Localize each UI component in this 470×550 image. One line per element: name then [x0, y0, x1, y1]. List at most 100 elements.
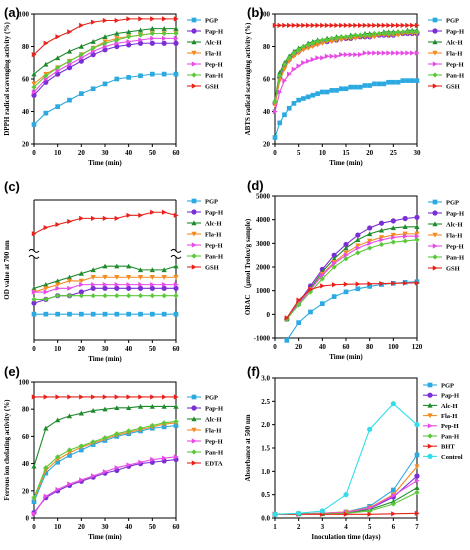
data-point: [308, 286, 314, 293]
data-point: [367, 245, 373, 251]
data-point: [138, 282, 144, 288]
data-point: [149, 26, 155, 31]
data-point: [43, 282, 49, 287]
data-point: [173, 212, 179, 218]
legend-marker: [427, 382, 433, 388]
x-tick-label: 50: [149, 345, 157, 353]
series-pan-h: [31, 293, 179, 302]
data-point: [66, 274, 73, 280]
x-tick-label: 30: [102, 345, 110, 353]
series-pgp: [272, 78, 420, 140]
legend-label: Pap-H: [446, 210, 464, 217]
data-point: [114, 215, 120, 221]
data-point: [149, 40, 155, 46]
data-point: [284, 315, 290, 321]
data-point: [78, 289, 84, 295]
data-point: [291, 22, 297, 28]
legend-label: Fla-H: [446, 232, 462, 239]
data-point: [353, 84, 358, 90]
data-point: [66, 413, 73, 419]
data-point: [66, 447, 73, 453]
legend-marker: [427, 402, 433, 408]
series-line: [286, 282, 418, 319]
legend-marker: [432, 28, 438, 34]
legend-marker: [191, 460, 197, 466]
panel-letter: (e): [4, 364, 20, 379]
x-axis-title: Time (min): [329, 353, 363, 361]
y-axis-title: ABTS radical scavenging activity (%): [244, 22, 252, 135]
series-alc-h: [284, 224, 420, 322]
data-point: [343, 241, 349, 248]
data-point: [286, 105, 292, 111]
data-point: [324, 53, 330, 59]
data-point: [114, 465, 120, 471]
legend-label: Pan-H: [446, 254, 464, 261]
data-point: [367, 511, 373, 517]
data-point: [284, 338, 290, 343]
data-point: [291, 54, 297, 59]
series-line: [274, 466, 418, 515]
data-point: [296, 320, 302, 325]
panel-letter: (b): [247, 5, 264, 20]
data-point: [149, 422, 155, 429]
panel-letter: (d): [247, 178, 264, 193]
legend-label: GSH: [205, 264, 219, 271]
data-point: [149, 267, 155, 273]
data-point: [286, 55, 292, 61]
data-point: [395, 50, 401, 56]
x-tick-label: 10: [319, 149, 327, 157]
x-tick-label: 3: [321, 523, 325, 531]
data-point: [43, 493, 49, 499]
y-tick-label: 0: [267, 311, 271, 319]
data-point: [90, 39, 96, 44]
panel-letter: (a): [4, 5, 20, 20]
data-point: [331, 252, 337, 258]
data-point: [138, 37, 144, 43]
data-point: [126, 285, 132, 291]
data-point: [315, 91, 320, 96]
data-point: [414, 224, 420, 229]
legend-label: Alc-H: [205, 220, 222, 227]
data-point: [173, 418, 179, 425]
x-tick-label: 20: [78, 523, 86, 531]
data-point: [90, 45, 96, 51]
data-point: [329, 35, 335, 41]
data-point: [66, 278, 73, 284]
data-point: [410, 50, 415, 56]
data-point: [272, 511, 278, 517]
y-tick-label: 80: [263, 43, 271, 51]
data-point: [126, 34, 132, 40]
data-point: [315, 42, 321, 48]
x-axis-title: Time (min): [88, 159, 122, 167]
series-pan-h: [31, 418, 179, 501]
data-point: [173, 285, 179, 291]
data-point: [102, 215, 108, 221]
data-point: [319, 508, 325, 514]
series-pep-h: [272, 50, 420, 115]
data-point: [43, 296, 49, 302]
data-point: [149, 71, 155, 77]
data-point: [355, 243, 361, 249]
legend-marker: [191, 209, 197, 215]
data-point: [329, 22, 335, 28]
y-tick-label: 60: [22, 433, 30, 441]
data-point: [402, 215, 408, 222]
legend-marker: [427, 433, 433, 439]
data-point: [43, 289, 49, 295]
data-point: [31, 89, 37, 95]
data-point: [90, 215, 96, 221]
data-point: [126, 462, 132, 468]
x-tick-label: 5: [368, 523, 372, 531]
x-tick-label: 60: [173, 149, 181, 157]
legend-marker: [432, 72, 438, 78]
data-point: [150, 16, 155, 22]
y-tick-label: 4000: [256, 216, 271, 224]
data-point: [355, 281, 361, 287]
data-point: [114, 40, 120, 46]
y-tick-label: 100: [19, 11, 30, 19]
data-point: [161, 311, 167, 317]
y-tick-label: 60: [22, 76, 30, 84]
x-tick-label: 40: [125, 149, 133, 157]
series-pgp: [31, 71, 179, 127]
data-point: [334, 88, 339, 93]
